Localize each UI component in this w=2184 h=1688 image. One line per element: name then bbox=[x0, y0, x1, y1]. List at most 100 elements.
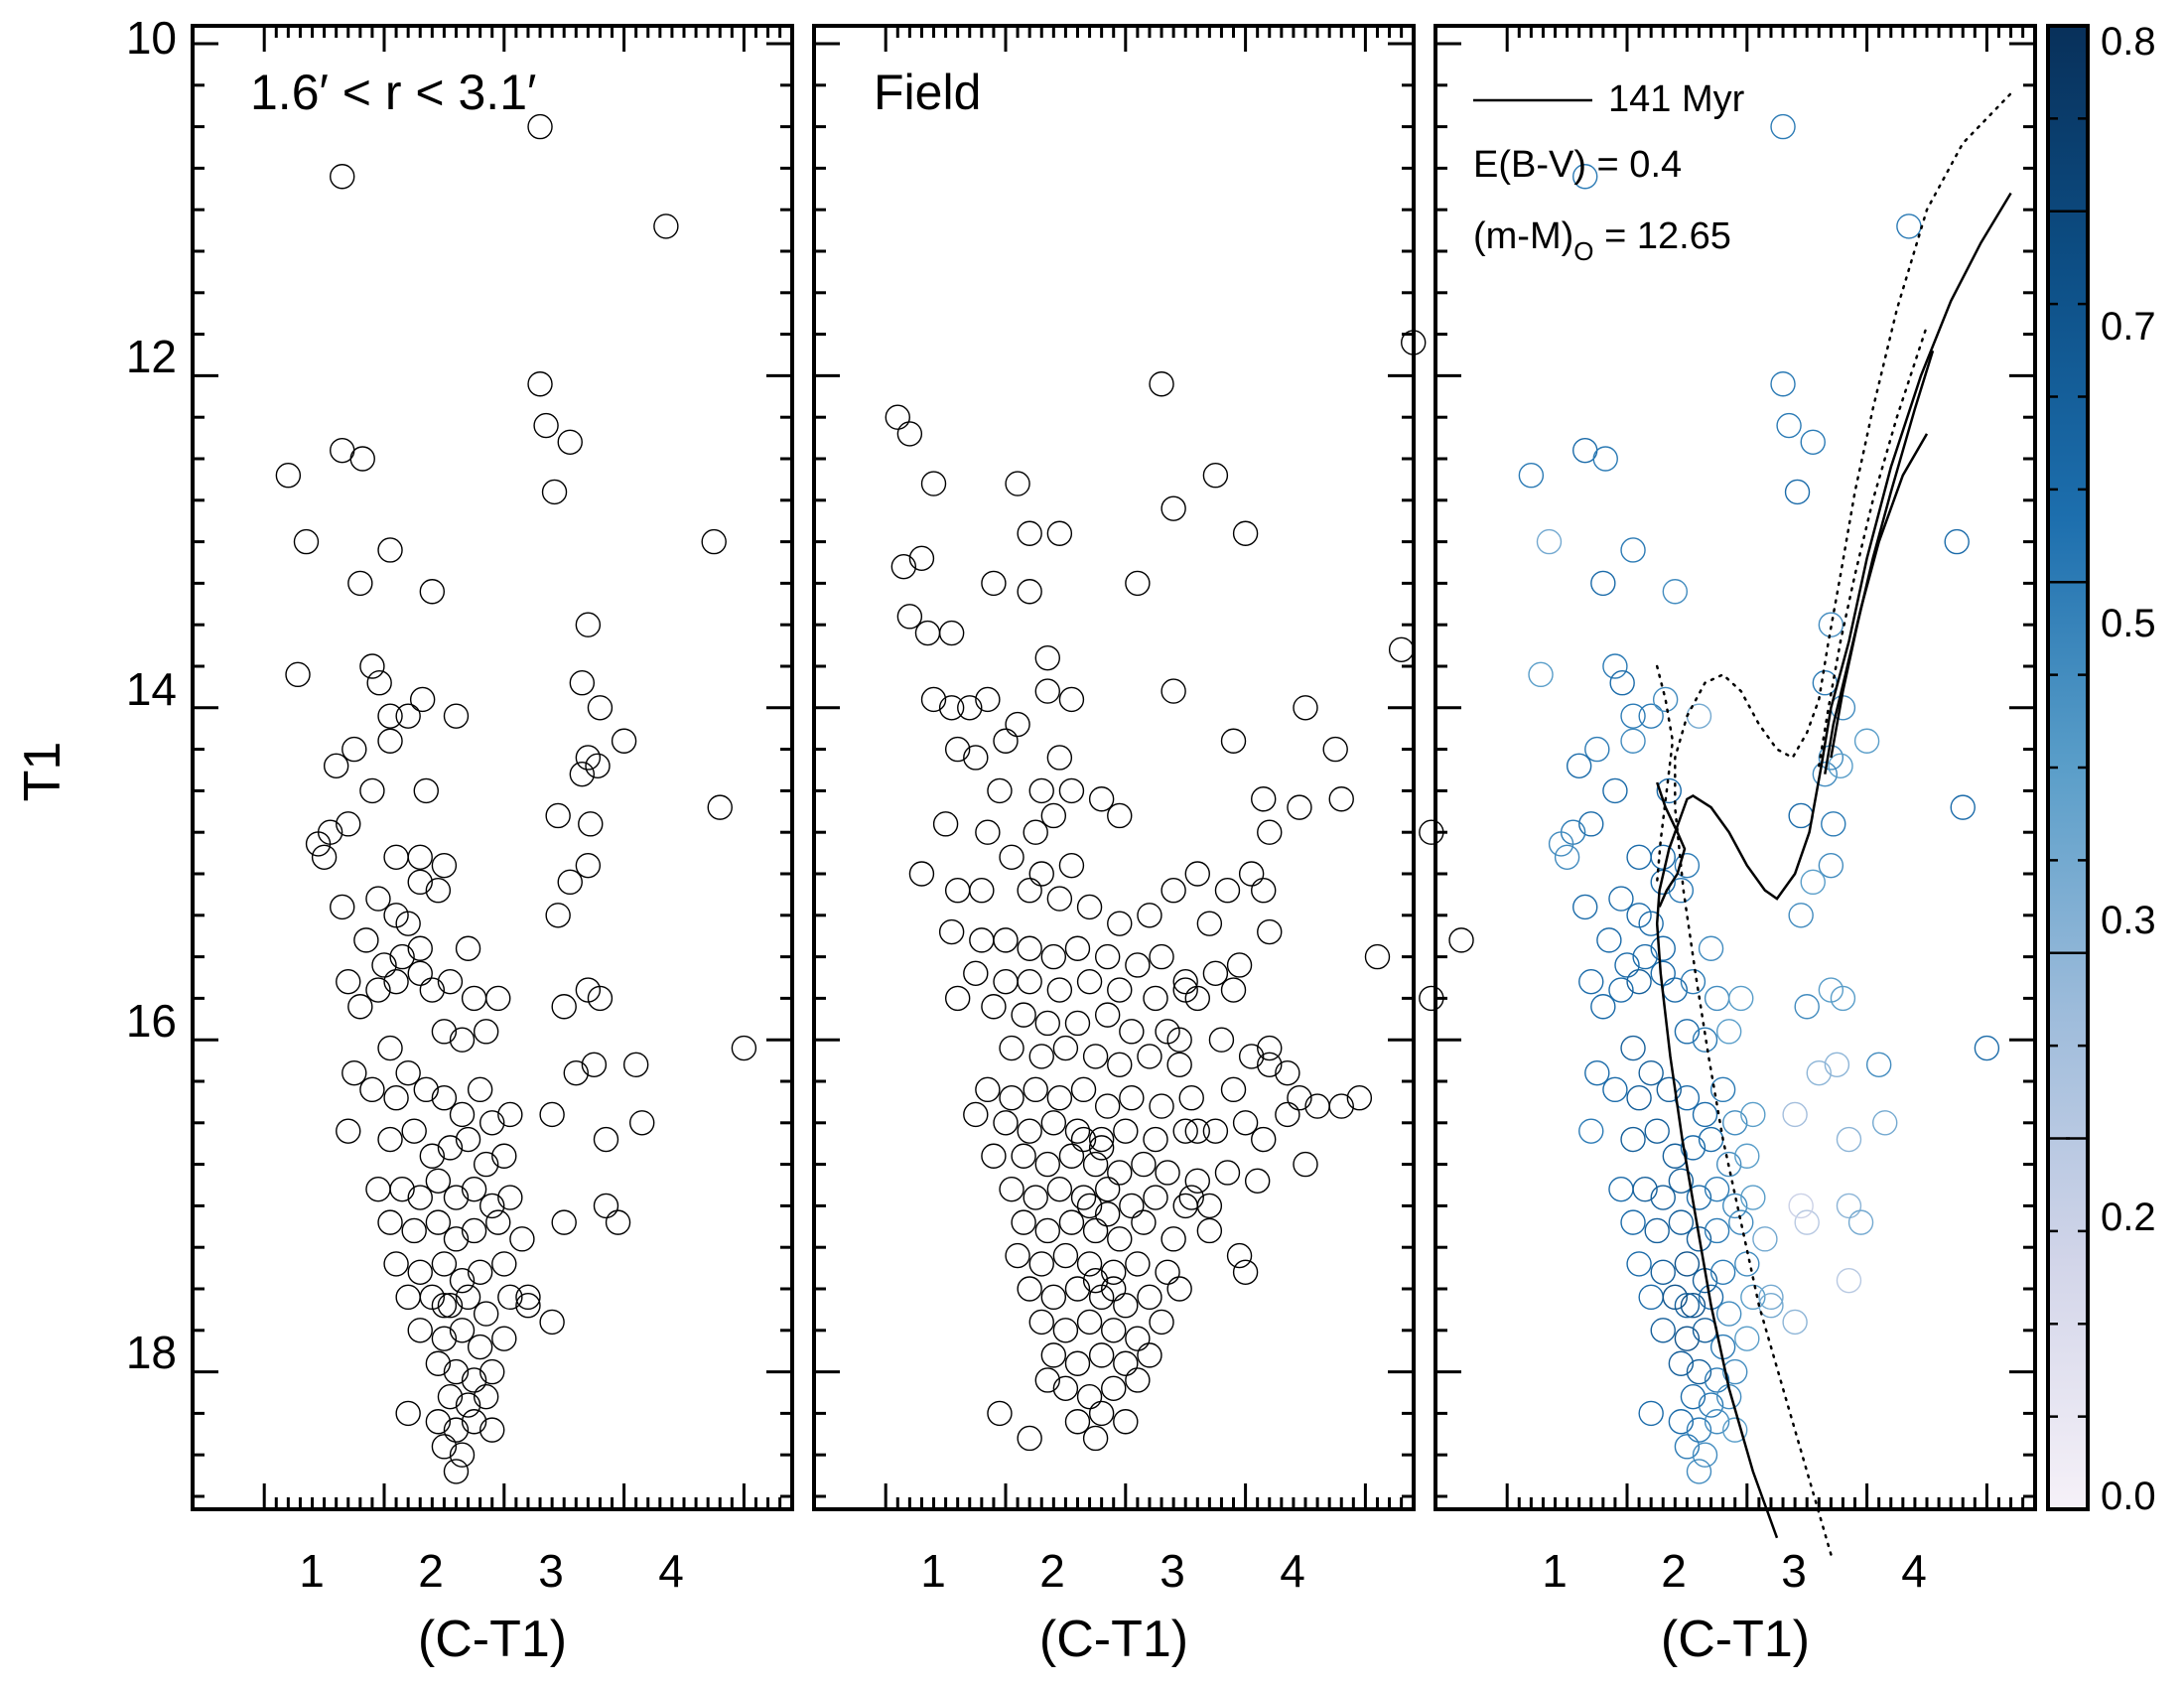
star-marker bbox=[377, 537, 403, 563]
star-marker bbox=[969, 927, 995, 953]
colorbar: 0.0 0.2 0.3 0.5 0.7 0.8 bbox=[2046, 20, 2156, 1518]
star-marker bbox=[1017, 878, 1042, 904]
star-marker bbox=[1094, 1002, 1121, 1028]
star-marker bbox=[377, 1209, 403, 1235]
star-marker bbox=[1166, 1027, 1192, 1053]
star-marker bbox=[1715, 1019, 1742, 1045]
star-marker bbox=[515, 1284, 541, 1311]
star-marker bbox=[999, 1176, 1024, 1202]
star-marker bbox=[1052, 1035, 1079, 1061]
star-marker bbox=[1824, 1052, 1850, 1077]
x-axis-label: (C-T1) bbox=[1661, 1611, 1810, 1668]
star-marker bbox=[993, 927, 1019, 953]
star-marker bbox=[1131, 1151, 1157, 1178]
star-marker bbox=[1794, 994, 1820, 1020]
star-marker bbox=[1094, 1093, 1121, 1119]
x-tick-labels: 1 2 3 4 bbox=[1542, 1545, 1927, 1597]
star-marker bbox=[1770, 371, 1796, 397]
star-marker bbox=[1782, 1309, 1808, 1336]
star-marker bbox=[993, 968, 1019, 995]
star-marker bbox=[1076, 968, 1103, 995]
y-axis-label: T1 bbox=[14, 742, 71, 802]
star-marker bbox=[1788, 802, 1814, 829]
star-marker bbox=[605, 1209, 631, 1235]
star-marker bbox=[1113, 1409, 1139, 1435]
star-marker bbox=[539, 1309, 565, 1336]
star-marker bbox=[1052, 1318, 1079, 1343]
star-marker bbox=[975, 1076, 1001, 1103]
star-marker bbox=[431, 1434, 458, 1460]
star-marker bbox=[963, 745, 989, 771]
colorbar-tick-label: 0.2 bbox=[2101, 1196, 2156, 1239]
star-marker bbox=[1125, 1367, 1151, 1393]
star-marker bbox=[1752, 1226, 1778, 1252]
star-marker bbox=[908, 545, 935, 572]
star-marker bbox=[1155, 1259, 1180, 1285]
star-marker bbox=[1626, 844, 1652, 870]
star-marker bbox=[1220, 728, 1247, 754]
y-tick-label: 12 bbox=[126, 331, 177, 382]
star-marker bbox=[999, 1035, 1024, 1061]
star-marker bbox=[1974, 1035, 2000, 1061]
star-marker bbox=[557, 869, 583, 896]
star-marker bbox=[1590, 994, 1616, 1020]
star-marker bbox=[359, 653, 385, 679]
star-marker bbox=[1674, 1019, 1701, 1045]
star-marker bbox=[1944, 528, 1970, 555]
star-marker bbox=[1896, 213, 1922, 239]
star-marker bbox=[593, 1193, 619, 1219]
star-marker bbox=[981, 570, 1007, 597]
star-marker bbox=[1058, 686, 1085, 713]
y-tick-label: 18 bbox=[126, 1327, 177, 1378]
star-marker bbox=[1674, 1293, 1701, 1319]
star-marker bbox=[611, 728, 637, 754]
isochrone-dotted-hook bbox=[1655, 664, 1675, 884]
y-tick-labels: 10 12 14 16 18 bbox=[126, 12, 177, 1378]
star-marker bbox=[383, 968, 409, 995]
star-marker bbox=[1328, 786, 1354, 812]
star-marker bbox=[443, 1226, 470, 1252]
star-marker bbox=[497, 1185, 523, 1210]
star-marker bbox=[1257, 819, 1283, 845]
star-marker bbox=[491, 1143, 517, 1169]
star-marker bbox=[1155, 1160, 1180, 1186]
legend-age-label: 141 Myr bbox=[1608, 78, 1745, 120]
star-marker bbox=[479, 1417, 505, 1443]
star-marker bbox=[449, 1318, 476, 1343]
star-marker bbox=[1401, 330, 1427, 355]
star-marker bbox=[347, 570, 373, 597]
star-marker bbox=[1740, 1284, 1766, 1311]
star-marker bbox=[407, 1318, 433, 1343]
star-marker bbox=[1800, 429, 1826, 455]
star-marker bbox=[1088, 786, 1115, 812]
star-marker bbox=[1650, 935, 1676, 961]
star-marker bbox=[1692, 1101, 1718, 1128]
star-marker bbox=[1668, 878, 1695, 904]
star-marker bbox=[1566, 753, 1592, 779]
star-marker bbox=[1226, 1242, 1253, 1269]
star-marker bbox=[1119, 1193, 1145, 1219]
star-marker bbox=[1364, 943, 1391, 970]
x-tick-label: 3 bbox=[538, 1545, 564, 1597]
star-marker bbox=[473, 1151, 499, 1178]
star-marker bbox=[1094, 1176, 1121, 1202]
star-marker bbox=[1644, 1118, 1670, 1144]
star-marker bbox=[353, 927, 379, 953]
star-marker bbox=[1614, 952, 1640, 978]
star-marker bbox=[437, 1293, 464, 1319]
x-tick-label: 3 bbox=[1781, 1545, 1807, 1597]
modulus-subscript: O bbox=[1573, 236, 1593, 266]
star-marker bbox=[1662, 579, 1689, 605]
star-marker bbox=[409, 686, 436, 713]
legend-distance-modulus: (m-M)O = 12.65 bbox=[1473, 215, 1731, 266]
star-marker bbox=[1101, 1276, 1127, 1302]
star-marker bbox=[1674, 1251, 1701, 1277]
star-marker bbox=[1734, 1143, 1760, 1169]
star-marker bbox=[1680, 968, 1706, 995]
star-marker bbox=[1034, 1367, 1060, 1393]
star-marker bbox=[449, 1442, 476, 1468]
star-marker bbox=[1017, 579, 1042, 605]
star-marker bbox=[419, 579, 446, 605]
star-marker bbox=[359, 777, 385, 804]
star-marker bbox=[407, 935, 433, 961]
